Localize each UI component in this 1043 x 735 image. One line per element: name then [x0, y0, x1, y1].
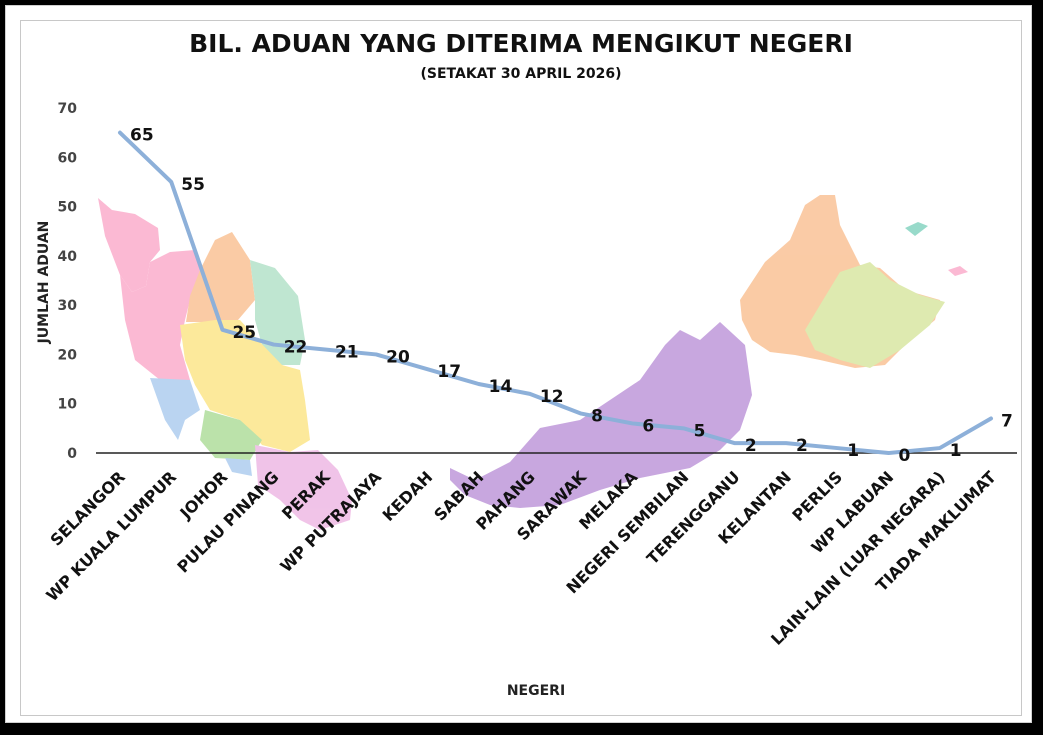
y-tick-label: 60: [58, 150, 78, 166]
data-label: 7: [1001, 412, 1013, 432]
map-region-terengganu: [250, 260, 305, 365]
data-label: 8: [591, 407, 603, 427]
y-axis-title: JUMLAH ADUAN: [36, 221, 52, 345]
data-label: 2: [745, 436, 757, 456]
map-region-negeri-sembilan: [200, 410, 262, 460]
y-tick-label: 20: [58, 347, 78, 363]
data-label: 1: [847, 441, 859, 461]
y-tick-label: 0: [67, 446, 77, 462]
y-tick-label: 30: [58, 298, 78, 314]
data-label: 0: [899, 446, 911, 466]
data-label: 2: [796, 436, 808, 456]
data-label: 6: [642, 416, 654, 436]
data-label: 1: [950, 441, 962, 461]
x-tick-label: TERENGGANU: [643, 467, 744, 568]
data-label: 21: [335, 343, 359, 363]
chart-inner-border: [20, 20, 1022, 716]
data-label: 14: [489, 377, 513, 397]
map-region-kelantan: [186, 232, 255, 322]
map-region-selangor: [150, 378, 200, 440]
data-label: 5: [694, 421, 706, 441]
x-axis-title: NEGERI: [507, 683, 565, 699]
x-tick-label: KEDAH: [379, 467, 437, 525]
map-region-kedah: [120, 250, 202, 380]
data-label: 65: [130, 126, 154, 146]
data-label: 25: [232, 323, 256, 343]
data-label: 17: [437, 362, 461, 382]
map-region-perlis-kedah: [98, 198, 160, 292]
y-tick-label: 10: [58, 397, 78, 413]
data-label: 55: [181, 175, 205, 195]
data-label: 12: [540, 387, 564, 407]
map-region-johor: [255, 445, 352, 530]
map-region-melaka: [225, 458, 252, 476]
map-region-pahang: [180, 320, 310, 452]
y-tick-label: 40: [58, 249, 78, 265]
y-tick-label: 70: [58, 101, 78, 117]
series-line: [118, 130, 993, 455]
map-region-sabah-east: [805, 262, 945, 368]
data-label: 20: [386, 347, 410, 367]
map-region-islet: [948, 266, 968, 276]
data-label: 22: [284, 338, 308, 358]
chart-title: BIL. ADUAN YANG DITERIMA MENGIKUT NEGERI: [189, 29, 853, 58]
map-region-sarawak: [450, 322, 752, 508]
y-axis-ticks: 0 10 20 30 40 50 60 70: [58, 101, 78, 462]
map-region-labuan: [905, 222, 928, 236]
y-tick-label: 50: [58, 200, 78, 216]
chart-subtitle: (SETAKAT 30 APRIL 2026): [421, 66, 622, 82]
malaysia-map-image: [98, 195, 968, 530]
